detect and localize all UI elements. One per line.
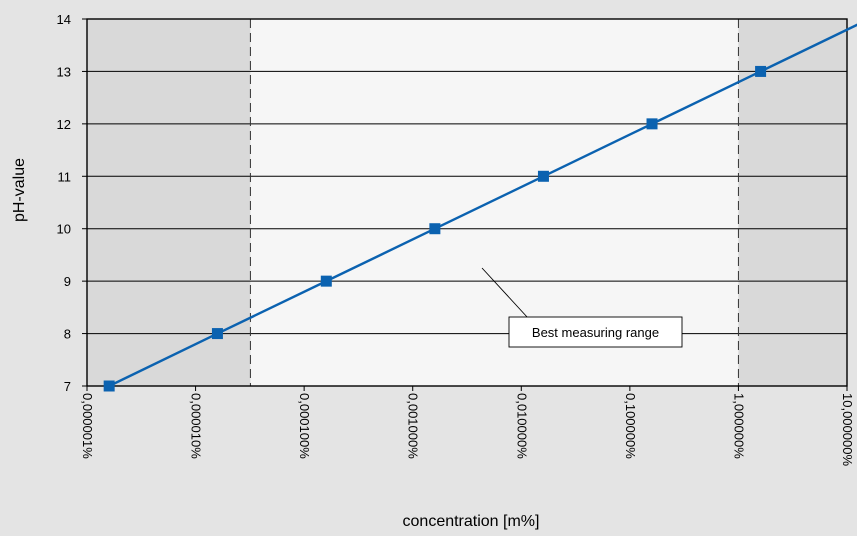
data-point-ph-8 — [211, 328, 223, 340]
annotation-box — [508, 316, 683, 348]
y-tick-label: 7 — [64, 379, 71, 394]
tick-labels: 7 8 9 10 11 12 13 14 0,000001% 0,000010% 0,000100%… — [57, 12, 855, 466]
data-point-ph-12 — [646, 118, 658, 130]
annotation-text: Best measuring range — [532, 325, 659, 340]
shaded-regions — [87, 19, 847, 386]
x-tick-label: 0,000100% — [297, 393, 312, 459]
x-tick-label: 0,000010% — [189, 393, 204, 459]
x-tick-label: 1,000000% — [731, 393, 746, 459]
annotation: Best measuring range — [481, 267, 683, 348]
series-line — [108, 23, 857, 388]
annotation-leader-line — [481, 267, 529, 319]
x-axis-title: concentration [m%] — [403, 513, 540, 530]
x-tick-label: 0,010000% — [514, 393, 529, 459]
data-point-ph-13 — [755, 65, 767, 77]
data-series — [103, 23, 857, 392]
x-tick-label: 0,001000% — [406, 393, 421, 459]
high-range-region — [738, 19, 847, 386]
y-tick-label: 8 — [64, 327, 71, 342]
y-tick-label: 10 — [57, 222, 71, 237]
y-tick-label: 13 — [57, 64, 71, 79]
plot-border — [86, 18, 848, 387]
y-axis-title: pH-value — [11, 158, 28, 222]
low-range-region — [87, 19, 251, 386]
y-tick-label: 9 — [64, 274, 71, 289]
y-tick-label: 14 — [57, 12, 71, 27]
x-tick-label: 10,000000% — [840, 393, 855, 466]
data-point-ph-7 — [103, 380, 115, 392]
y-tick-label: 11 — [58, 169, 72, 184]
x-tick-label: 0,100000% — [623, 393, 638, 459]
data-point-ph-10 — [429, 223, 441, 235]
range-dividers — [249, 19, 739, 386]
data-point-ph-9 — [320, 275, 332, 287]
plot-frame — [86, 18, 848, 387]
x-tick-label: 0,000001% — [80, 393, 95, 459]
data-point-ph-11 — [537, 170, 549, 182]
y-tick-label: 12 — [57, 117, 71, 132]
